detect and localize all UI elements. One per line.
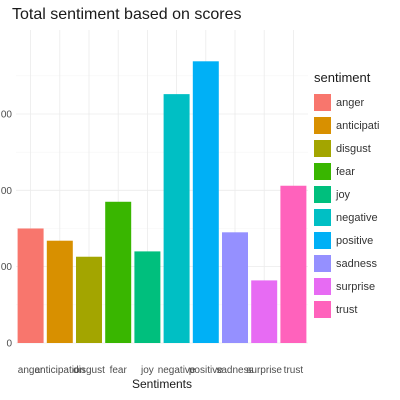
bar-joy (134, 251, 161, 343)
legend-label: trust (336, 303, 358, 316)
bar-positive (192, 61, 219, 344)
chart-title: Total sentiment based on scores (12, 6, 242, 23)
bar-trust (280, 185, 307, 343)
legend-title: sentiment (314, 70, 371, 85)
legend-item: fear (314, 160, 400, 183)
legend-item: surprise (314, 275, 400, 298)
legend-label: positive (336, 234, 374, 247)
legend-swatch (314, 117, 331, 134)
legend-swatch (314, 186, 331, 203)
y-tick-label: 0 (6, 339, 12, 350)
legend-item: joy (314, 183, 400, 206)
legend-label: sadness (336, 257, 377, 270)
legend: sentiment anger anticipati disgust fear joy n… (314, 70, 400, 321)
legend-item: negative (314, 206, 400, 229)
legend-swatch (314, 94, 331, 111)
legend-swatch (314, 301, 331, 318)
x-tick-label: disgust (73, 365, 105, 376)
x-tick-label: trust (284, 365, 304, 376)
legend-item: positive (314, 229, 400, 252)
x-tick-label: anticipation (35, 365, 86, 376)
legend-items: anger anticipati disgust fear joy negative pos… (314, 91, 400, 321)
x-tick-label: positive (189, 365, 223, 376)
bar-surprise (251, 280, 278, 343)
legend-label: surprise (336, 280, 376, 293)
legend-label: anger (336, 96, 365, 109)
bars (17, 61, 307, 344)
bar-anger (17, 228, 44, 343)
legend-item: anger (314, 91, 400, 114)
bar-fear (105, 201, 132, 343)
legend-swatch (314, 163, 331, 180)
x-tick-label: sadness (216, 365, 253, 376)
bar-anticipation (46, 240, 73, 343)
legend-item: disgust (314, 137, 400, 160)
legend-label: disgust (336, 142, 371, 155)
legend-swatch (314, 232, 331, 249)
legend-swatch (314, 255, 331, 272)
y-tick-label: 00 (1, 109, 13, 120)
bar-disgust (76, 256, 102, 343)
bar-negative (163, 94, 190, 343)
legend-swatch (314, 278, 331, 295)
legend-label: joy (336, 188, 351, 201)
x-tick-label: anger (18, 365, 44, 376)
x-tick-label: fear (110, 365, 128, 376)
y-tick-label: 00 (1, 262, 13, 273)
x-axis-title: Sentiments (132, 377, 192, 391)
legend-label: negative (336, 211, 378, 224)
x-tick-label: surprise (246, 365, 282, 376)
legend-label: fear (336, 165, 355, 178)
y-tick-label: 00 (1, 186, 13, 197)
bar-sadness (222, 232, 248, 343)
legend-swatch (314, 140, 331, 157)
legend-item: trust (314, 298, 400, 321)
legend-item: sadness (314, 252, 400, 275)
legend-label: anticipati (336, 119, 380, 132)
legend-swatch (314, 209, 331, 226)
x-tick-label: joy (140, 365, 154, 376)
legend-item: anticipati (314, 114, 400, 137)
x-tick-label: negative (158, 365, 196, 376)
